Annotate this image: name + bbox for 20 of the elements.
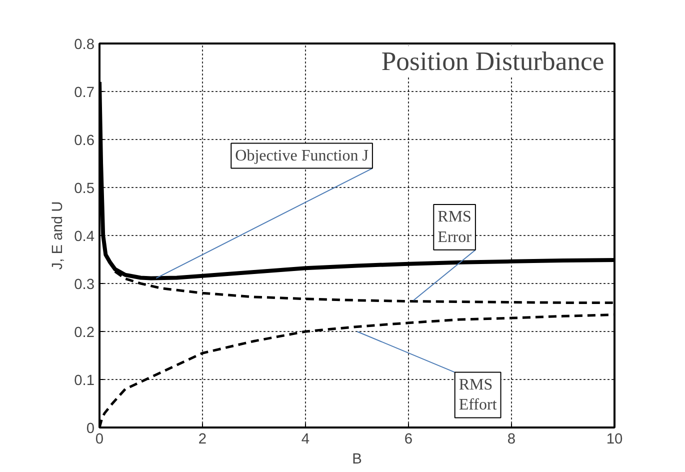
annotation: RMS Error bbox=[438, 208, 472, 246]
chart-title: Position Disturbance bbox=[381, 46, 604, 76]
y-tick-label: 0.4 bbox=[74, 229, 94, 245]
x-tick-label: 8 bbox=[507, 432, 516, 448]
x-tick-label: 2 bbox=[198, 432, 207, 448]
x-tick-label: 10 bbox=[606, 432, 623, 448]
y-tick-label: 0.6 bbox=[74, 133, 94, 149]
y-tick-label: 0.3 bbox=[74, 277, 94, 293]
x-axis-title: B bbox=[352, 452, 362, 468]
y-axis-title: J, E and U bbox=[50, 201, 66, 270]
x-tick-label: 6 bbox=[404, 432, 413, 448]
y-tick-label: 0.5 bbox=[74, 181, 94, 197]
y-tick-label: 0 bbox=[86, 421, 95, 437]
y-tick-label: 0.2 bbox=[74, 325, 94, 341]
y-tick-label: 0.8 bbox=[74, 37, 94, 53]
x-tick-label: 4 bbox=[301, 432, 310, 448]
annotation: RMS Effort bbox=[458, 376, 498, 414]
y-tick-label: 0.7 bbox=[74, 85, 94, 101]
annotation: Objective Function J bbox=[235, 147, 368, 164]
y-tick-label: 0.1 bbox=[74, 373, 94, 389]
